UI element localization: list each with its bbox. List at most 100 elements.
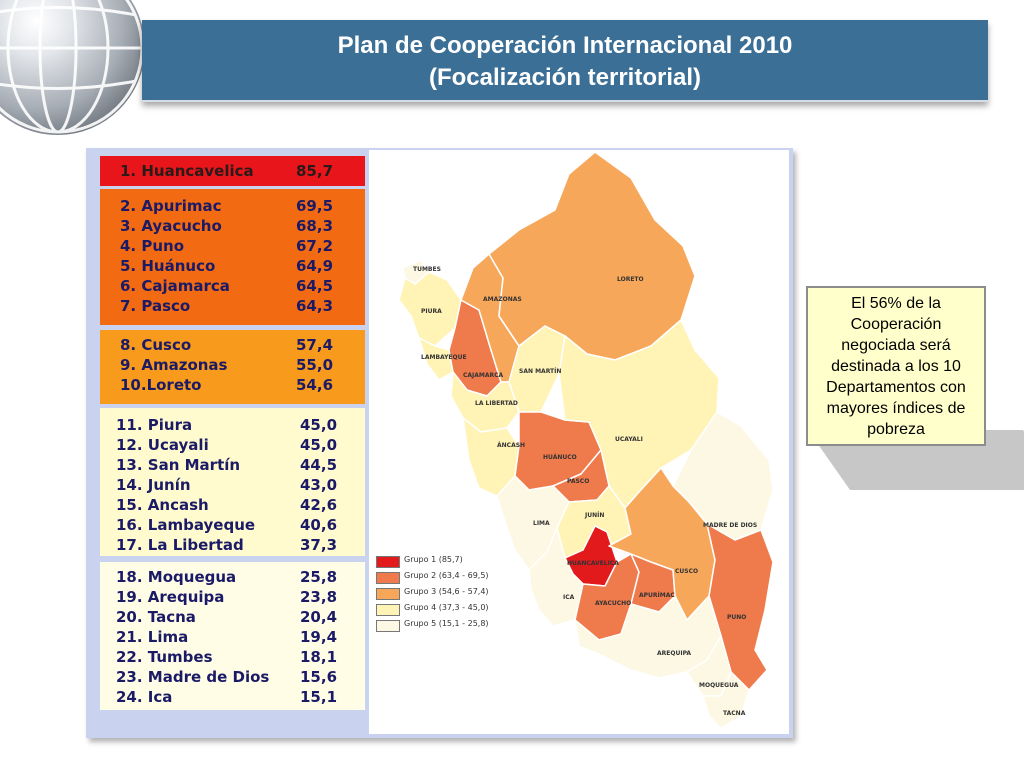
department-value: 67,2 xyxy=(296,237,334,255)
department-value: 54,6 xyxy=(296,376,334,394)
table-row: 21. Lima 19,4 xyxy=(100,627,365,647)
map-label-huancavelica: HUANCAVELICA xyxy=(567,560,619,567)
table-row: 6. Cajamarca 64,5 xyxy=(100,276,365,296)
department-name: 10.Loreto xyxy=(120,376,202,394)
department-value: 64,3 xyxy=(296,297,334,315)
map-label-ayacucho: AYACUCHO xyxy=(595,600,632,607)
note-line: negociada será xyxy=(841,337,951,354)
note-line: Cooperación xyxy=(850,316,942,333)
department-name: 4. Puno xyxy=(120,237,185,255)
map-label-ica: ICA xyxy=(563,594,575,601)
ranking-group-5: 18. Moquegua 25,8 19. Arequipa 23,8 20. Ta… xyxy=(100,562,365,710)
legend-swatch xyxy=(376,556,400,568)
map-label-tumbes: TUMBES xyxy=(413,266,441,273)
department-name: 21. Lima xyxy=(116,628,189,646)
peru-map: TUMBES PIURA LAMBAYEQUE CAJAMARCA AMAZON… xyxy=(369,150,789,734)
region-tacna xyxy=(702,671,750,729)
map-label-lambayeque: LAMBAYEQUE xyxy=(421,354,467,361)
map-label-cusco: CUSCO xyxy=(675,568,699,575)
table-row: 20. Tacna 20,4 xyxy=(100,607,365,627)
table-row: 13. San Martín 44,5 xyxy=(100,455,365,475)
legend-swatch xyxy=(376,620,400,632)
map-label-puno: PUNO xyxy=(727,614,747,621)
table-row: 7. Pasco 64,3 xyxy=(100,296,365,316)
globe-graphic xyxy=(0,0,145,135)
department-name: 5. Huánuco xyxy=(120,257,216,275)
table-row: 4. Puno 67,2 xyxy=(100,236,365,256)
department-value: 45,0 xyxy=(300,436,338,454)
note-line: Departamentos con xyxy=(826,379,966,396)
map-label-amazonas: AMAZONAS xyxy=(483,296,522,303)
legend-label: Grupo 2 (63,4 - 69,5) xyxy=(404,571,489,580)
globe-grid-icon xyxy=(0,0,144,134)
legend-swatch xyxy=(376,588,400,600)
legend-label: Grupo 1 (85,7) xyxy=(404,555,463,564)
map-label-lima: LIMA xyxy=(533,520,550,527)
legend-swatch xyxy=(376,604,400,616)
note-line: pobreza xyxy=(867,421,925,438)
map-label-ancash: ÁNCASH xyxy=(497,442,526,449)
department-name: 19. Arequipa xyxy=(116,588,225,606)
department-name: 20. Tacna xyxy=(116,608,196,626)
department-value: 68,3 xyxy=(296,217,334,235)
department-name: 3. Ayacucho xyxy=(120,217,222,235)
table-row: 11. Piura 45,0 xyxy=(100,415,365,435)
table-row: 14. Junín 43,0 xyxy=(100,475,365,495)
table-row: 3. Ayacucho 68,3 xyxy=(100,216,365,236)
department-value: 20,4 xyxy=(300,608,338,626)
department-name: 8. Cusco xyxy=(120,336,192,354)
map-label-moquegua: MOQUEGUA xyxy=(699,682,739,689)
department-name: 1. Huancavelica xyxy=(120,162,254,180)
map-label-huanuco: HUÁNUCO xyxy=(543,454,577,461)
region-san-martin xyxy=(498,315,566,413)
table-row: 10.Loreto 54,6 xyxy=(100,375,365,395)
table-row: 15. Ancash 42,6 xyxy=(100,495,365,515)
table-row: 22. Tumbes 18,1 xyxy=(100,647,365,667)
legend-swatch xyxy=(376,572,400,584)
department-name: 16. Lambayeque xyxy=(116,516,256,534)
ranking-group-1: 1. Huancavelica 85,7 xyxy=(100,156,365,186)
map-label-pasco: PASCO xyxy=(567,478,590,485)
department-name: 11. Piura xyxy=(116,416,193,434)
note-line: destinada a los 10 xyxy=(831,358,961,375)
map-label-madre-de-dios: MADRE DE DIOS xyxy=(703,522,758,529)
department-value: 42,6 xyxy=(300,496,338,514)
ranking-group-3: 8. Cusco 57,4 9. Amazonas 55,0 10.Loreto 54… xyxy=(100,330,365,404)
map-label-apurimac: APURÍMAC xyxy=(639,592,675,599)
map-label-cajamarca: CAJAMARCA xyxy=(463,372,504,379)
department-name: 7. Pasco xyxy=(120,297,191,315)
map-label-la-libertad: LA LIBERTAD xyxy=(475,400,518,407)
department-name: 14. Junín xyxy=(116,476,191,494)
department-name: 24. Ica xyxy=(116,688,173,706)
department-name: 9. Amazonas xyxy=(120,356,228,374)
note-line: mayores índices de xyxy=(826,400,966,417)
map-label-loreto: LORETO xyxy=(617,276,644,283)
table-row: 8. Cusco 57,4 xyxy=(100,335,365,355)
table-row: 12. Ucayali 45,0 xyxy=(100,435,365,455)
map-label-san-martin: SAN MARTÍN xyxy=(519,368,562,375)
department-name: 2. Apurimac xyxy=(120,197,222,215)
page-title: Plan de Cooperación Internacional 2010 xyxy=(337,32,793,59)
region-arequipa xyxy=(574,595,722,679)
department-name: 12. Ucayali xyxy=(116,436,209,454)
title-banner: Plan de Cooperación Internacional 2010 (… xyxy=(142,20,988,102)
table-row: 2. Apurimac 69,5 xyxy=(100,196,365,216)
department-value: 55,0 xyxy=(296,356,334,374)
department-name: 22. Tumbes xyxy=(116,648,213,666)
ranking-group-4: 11. Piura 45,0 12. Ucayali 45,0 13. San Ma… xyxy=(100,408,365,556)
department-value: 40,6 xyxy=(300,516,338,534)
table-row: 5. Huánuco 64,9 xyxy=(100,256,365,276)
map-label-tacna: TACNA xyxy=(723,710,746,717)
department-value: 25,8 xyxy=(300,568,338,586)
legend-label: Grupo 4 (37,3 - 45,0) xyxy=(404,603,489,612)
ranking-group-2: 2. Apurimac 69,5 3. Ayacucho 68,3 4. Puno 6… xyxy=(100,189,365,325)
region-loreto xyxy=(488,151,696,361)
department-value: 44,5 xyxy=(300,456,338,474)
department-value: 64,9 xyxy=(296,257,334,275)
table-row: 17. La Libertad 37,3 xyxy=(100,535,365,555)
note-line: El 56% de la xyxy=(851,295,941,312)
department-name: 23. Madre de Dios xyxy=(116,668,270,686)
department-value: 43,0 xyxy=(300,476,338,494)
department-value: 37,3 xyxy=(300,536,338,554)
legend-label: Grupo 3 (54,6 - 57,4) xyxy=(404,587,489,596)
